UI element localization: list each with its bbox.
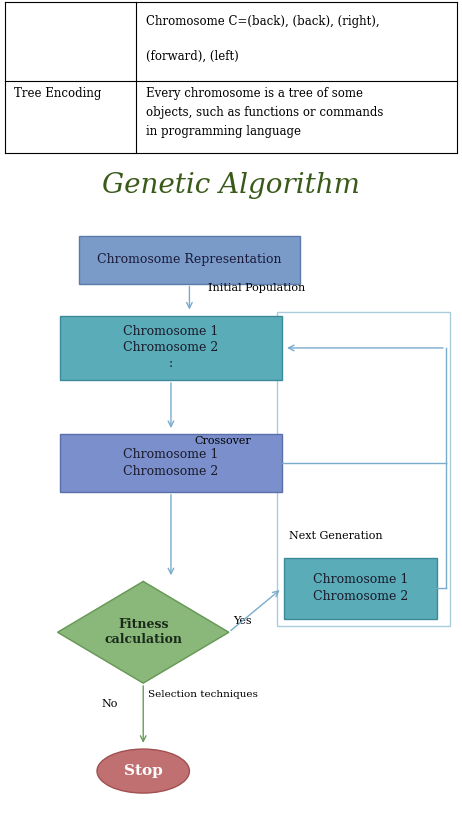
Text: Tree Encoding: Tree Encoding bbox=[14, 87, 101, 100]
FancyBboxPatch shape bbox=[60, 434, 282, 492]
Text: Every chromosome is a tree of some
objects, such as functions or commands
in pro: Every chromosome is a tree of some objec… bbox=[146, 87, 383, 138]
Text: Stop: Stop bbox=[124, 764, 163, 778]
Text: Yes: Yes bbox=[233, 616, 252, 626]
FancyBboxPatch shape bbox=[79, 236, 300, 284]
FancyBboxPatch shape bbox=[284, 557, 437, 619]
Text: No: No bbox=[102, 699, 118, 710]
Text: Chromosome 1
Chromosome 2: Chromosome 1 Chromosome 2 bbox=[313, 573, 408, 603]
Text: Genetic Algorithm: Genetic Algorithm bbox=[102, 172, 360, 199]
FancyBboxPatch shape bbox=[60, 316, 282, 380]
Polygon shape bbox=[58, 582, 229, 683]
Text: Chromosome 1
Chromosome 2: Chromosome 1 Chromosome 2 bbox=[123, 448, 219, 478]
Text: Chromosome C=(back), (back), (right),: Chromosome C=(back), (back), (right), bbox=[146, 16, 379, 28]
Ellipse shape bbox=[97, 749, 189, 793]
Text: Selection techniques: Selection techniques bbox=[148, 690, 258, 699]
Text: Fitness
calculation: Fitness calculation bbox=[104, 618, 182, 646]
Text: Crossover: Crossover bbox=[194, 436, 251, 446]
Text: Next Generation: Next Generation bbox=[289, 531, 383, 541]
Text: (forward), (left): (forward), (left) bbox=[146, 50, 238, 62]
Text: Initial Population: Initial Population bbox=[208, 283, 305, 293]
Text: Chromosome 1
Chromosome 2
:: Chromosome 1 Chromosome 2 : bbox=[123, 325, 219, 370]
Text: Chromosome Representation: Chromosome Representation bbox=[97, 254, 282, 266]
